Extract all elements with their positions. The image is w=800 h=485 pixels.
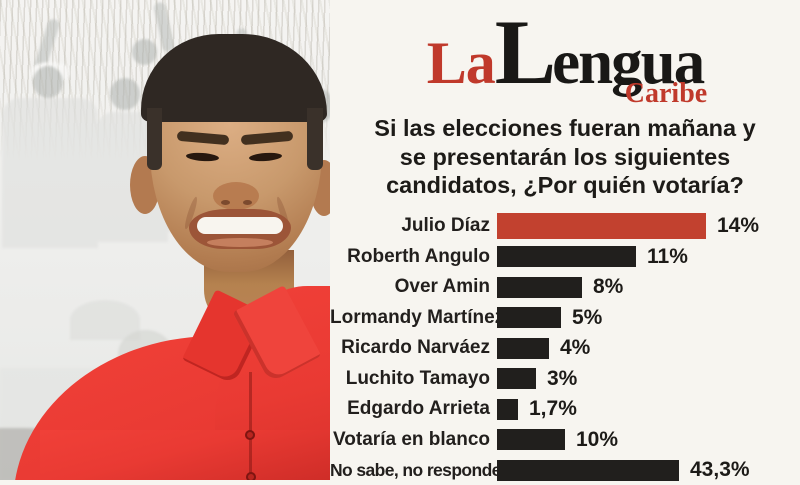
candidate-label: Edgardo Arrieta — [347, 398, 490, 420]
bar-value-label: 14% — [717, 214, 760, 238]
hut-ghost — [70, 300, 140, 340]
brand-initial: L — [494, 1, 556, 103]
nose — [213, 182, 259, 210]
nostril — [243, 200, 252, 205]
brand-word-lengua: Lengua — [495, 6, 705, 98]
crowd-head — [110, 78, 140, 110]
brand-word-rest: engua — [552, 27, 705, 97]
bar — [497, 276, 582, 298]
candidate-label: Luchito Tamayo — [345, 367, 490, 389]
left-sideburn — [147, 108, 162, 170]
poll-bar-chart: Julio Díaz 14% Roberth Angulo 11% Over A… — [330, 211, 800, 485]
candidate-label: Votaría en blanco — [333, 428, 490, 450]
nostril — [221, 200, 230, 205]
table-row: No sabe, no responde 43,3% — [330, 455, 800, 485]
candidate-photo — [0, 0, 330, 480]
candidate-label: Over Amin — [394, 276, 490, 298]
red-shirt-chest — [40, 430, 330, 480]
bar-value-label: 5% — [572, 305, 603, 329]
bar-value-label: 3% — [547, 366, 578, 390]
poll-panel: LaLengua Caribe Si las elecciones fueran… — [330, 0, 800, 481]
teeth — [197, 217, 283, 234]
brand-logo: LaLengua Caribe — [426, 6, 707, 108]
table-row: Luchito Tamayo 3% — [330, 363, 800, 394]
bar — [497, 459, 679, 481]
candidate-label: Lormandy Martínez — [330, 306, 505, 328]
shirt-placket — [249, 372, 252, 480]
bar — [497, 368, 536, 390]
shirt-button — [245, 430, 255, 440]
poll-question-title: Si las elecciones fueran mañana y se pre… — [374, 114, 755, 200]
title-line-3: candidatos, ¿Por quién votaría? — [386, 172, 744, 199]
bar — [497, 307, 561, 329]
bar-value-label: 43,3% — [690, 458, 750, 482]
raised-arm — [152, 1, 176, 53]
title-line-1: Si las elecciones fueran mañana y — [374, 115, 756, 141]
table-row: Over Amin 8% — [330, 272, 800, 303]
candidate-label: Ricardo Narváez — [341, 337, 490, 359]
brand-word-la: La — [426, 30, 496, 96]
bar — [497, 246, 636, 268]
table-row: Edgardo Arrieta 1,7% — [330, 394, 800, 425]
bar — [497, 213, 706, 240]
lower-lip — [207, 238, 273, 247]
crowd-body — [2, 98, 98, 248]
right-sideburn — [307, 108, 323, 170]
bar-value-label: 11% — [647, 244, 688, 268]
crowd-head — [33, 66, 63, 98]
candidate-label: Julio Díaz — [401, 215, 490, 237]
crowd-head — [132, 39, 157, 65]
candidate-label: Roberth Angulo — [347, 245, 490, 267]
table-row: Lormandy Martínez 5% — [330, 302, 800, 333]
candidate-label: No sabe, no responde — [330, 459, 501, 480]
shirt-button — [246, 472, 256, 480]
table-row: Votaría en blanco 10% — [330, 424, 800, 455]
bar — [497, 337, 549, 359]
bar-value-label: 1,7% — [529, 397, 577, 421]
bar — [497, 398, 518, 420]
table-row: Julio Díaz 14% — [330, 211, 800, 242]
bar-value-label: 8% — [593, 275, 624, 299]
table-row: Roberth Angulo 11% — [330, 241, 800, 272]
bar-value-label: 4% — [560, 336, 591, 360]
table-row: Ricardo Narváez 4% — [330, 333, 800, 364]
brand-sub-caribe: Caribe — [624, 78, 708, 109]
bar — [497, 429, 565, 451]
bar-value-label: 10% — [576, 427, 619, 451]
title-line-2: se presentarán los siguientes — [399, 143, 731, 170]
